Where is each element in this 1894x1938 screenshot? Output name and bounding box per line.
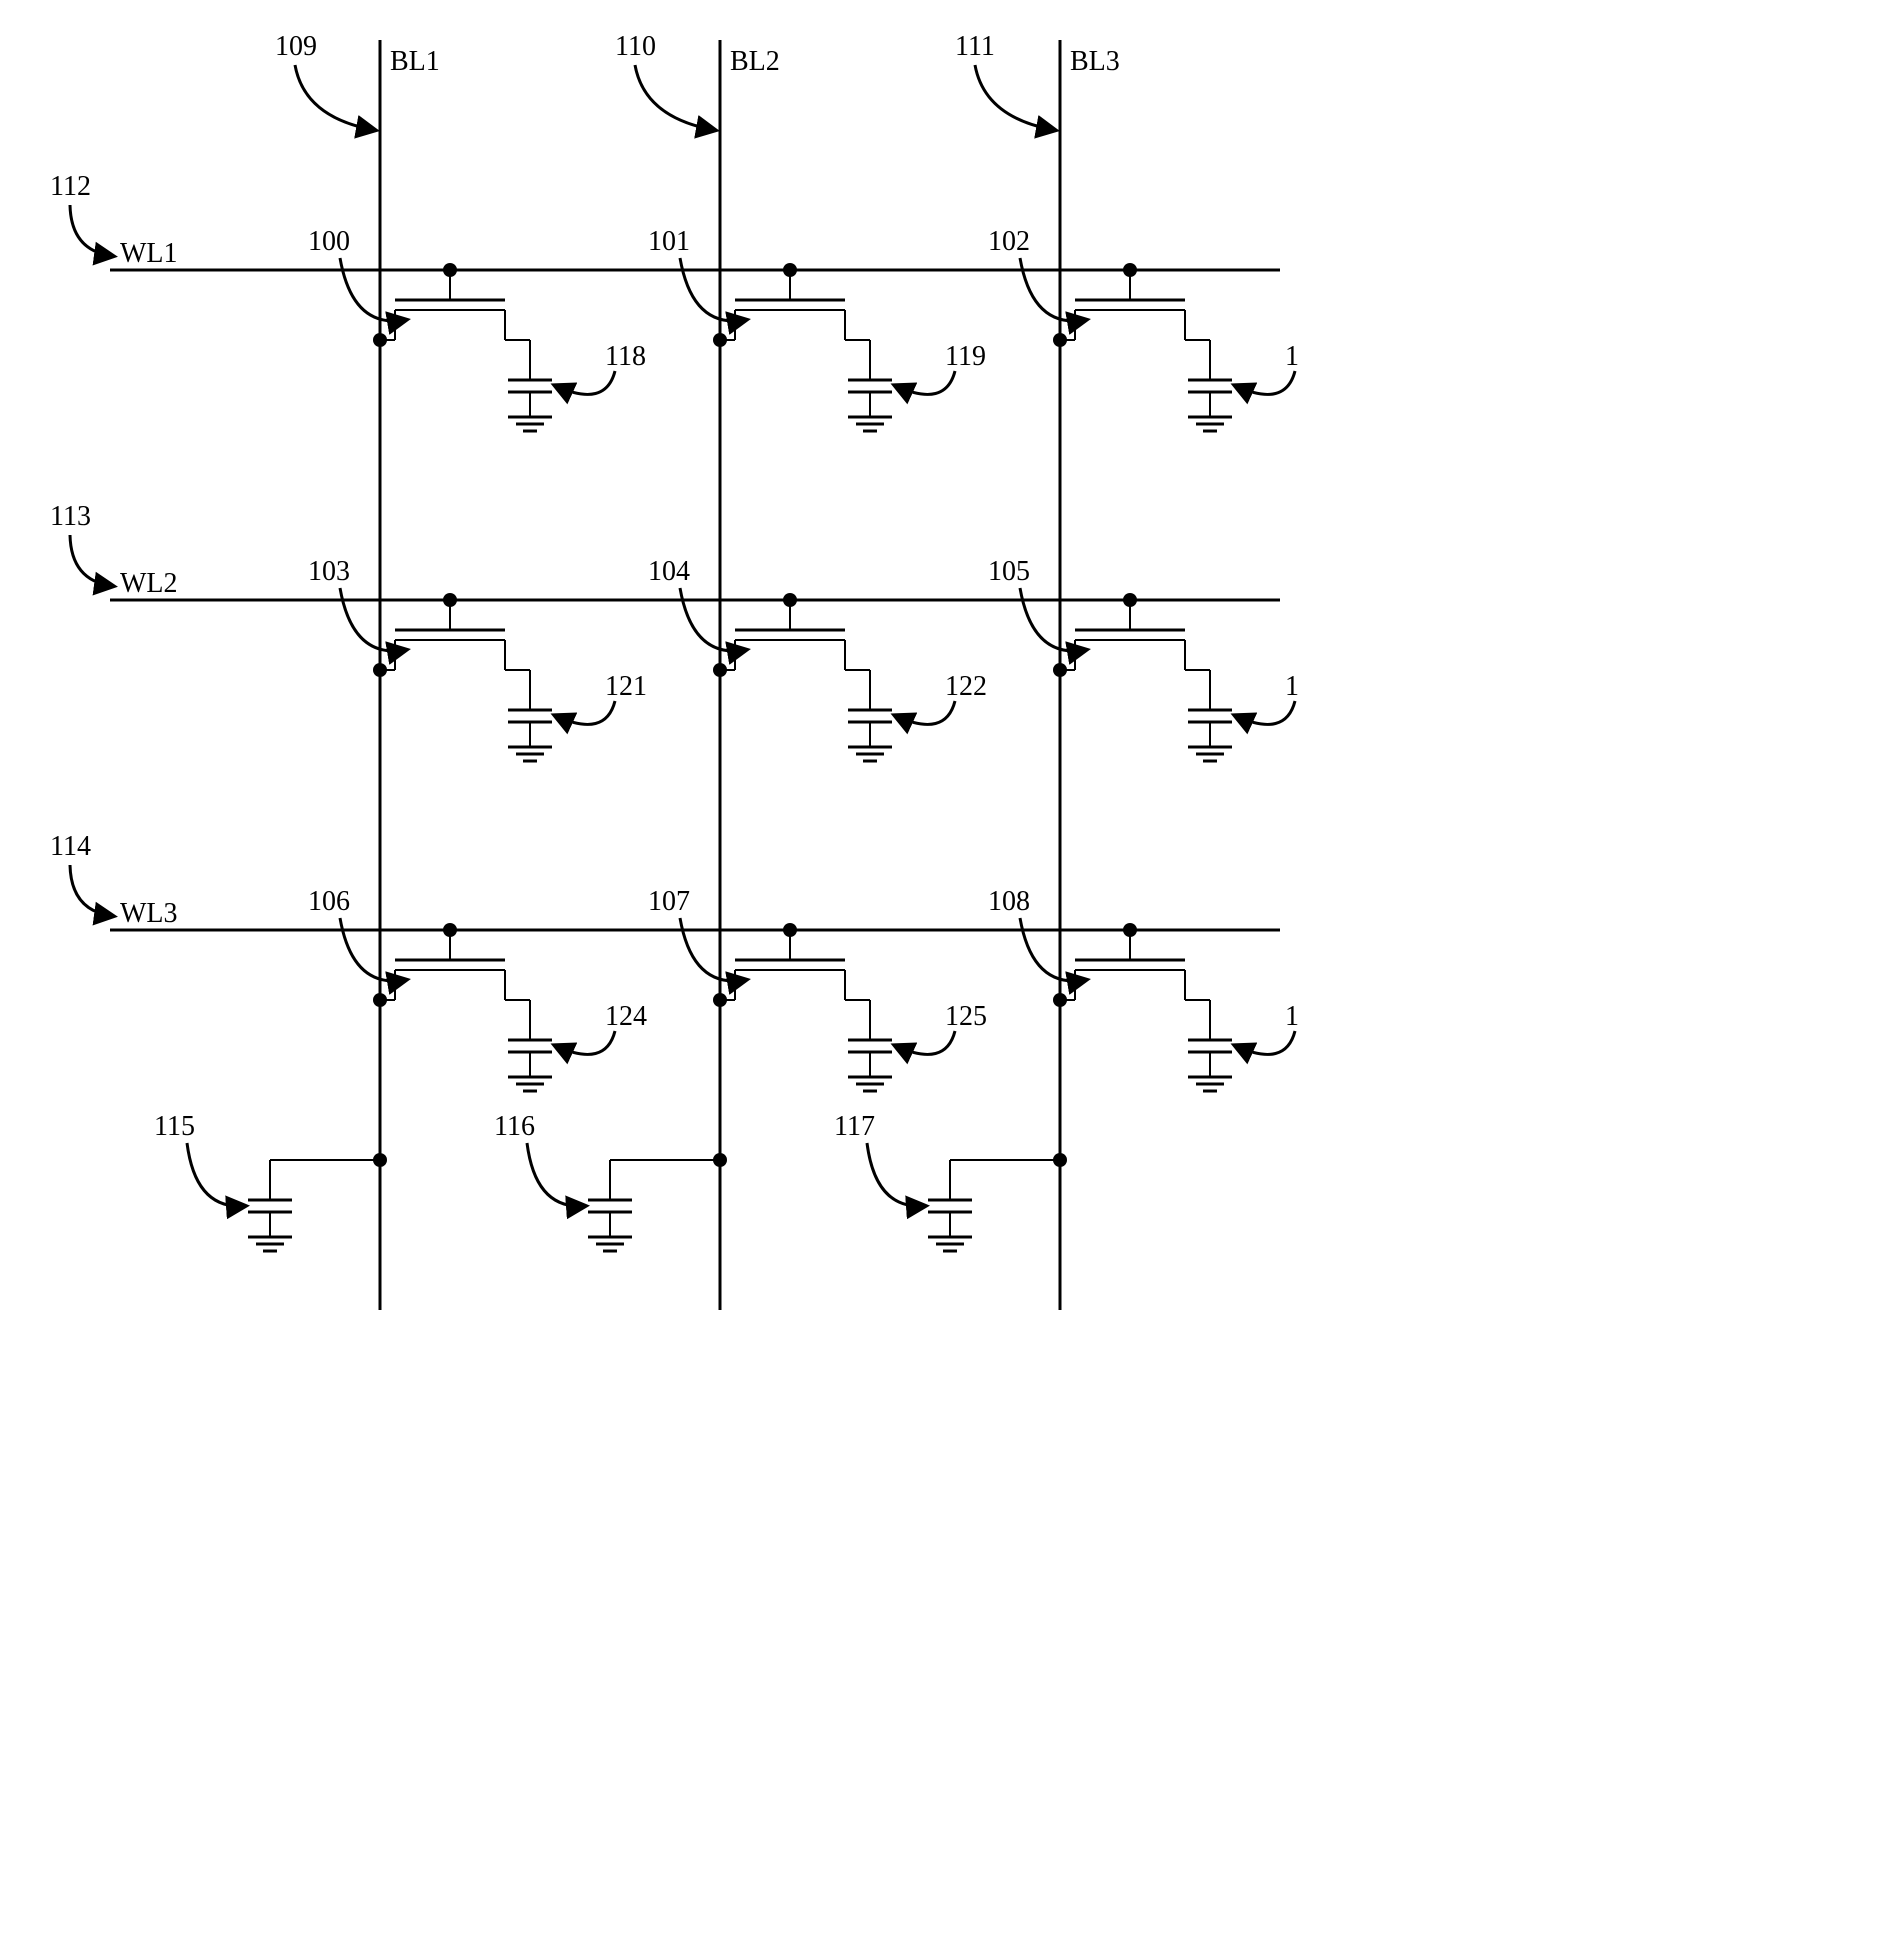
svg-text:115: 115 <box>154 1111 195 1142</box>
svg-text:120: 120 <box>1285 341 1300 372</box>
svg-text:109: 109 <box>275 31 317 62</box>
svg-text:123: 123 <box>1285 671 1300 702</box>
svg-text:103: 103 <box>308 556 350 587</box>
svg-text:104: 104 <box>648 556 690 587</box>
dram-schematic: BL1 109 BL2 110 BL3 111 WL1 112 WL2 113 WL3 114 100 1… <box>20 20 1300 1330</box>
svg-text:113: 113 <box>50 501 91 532</box>
svg-text:WL2: WL2 <box>120 568 178 599</box>
svg-text:107: 107 <box>648 886 690 917</box>
svg-text:119: 119 <box>945 341 986 372</box>
svg-text:112: 112 <box>50 171 91 202</box>
svg-text:111: 111 <box>955 31 995 62</box>
svg-text:110: 110 <box>615 31 656 62</box>
svg-text:101: 101 <box>648 226 690 257</box>
svg-text:105: 105 <box>988 556 1030 587</box>
svg-text:124: 124 <box>605 1001 647 1032</box>
svg-text:BL3: BL3 <box>1070 46 1120 77</box>
svg-text:WL3: WL3 <box>120 898 178 929</box>
svg-text:108: 108 <box>988 886 1030 917</box>
svg-text:121: 121 <box>605 671 647 702</box>
svg-text:102: 102 <box>988 226 1030 257</box>
svg-text:114: 114 <box>50 831 91 862</box>
svg-text:122: 122 <box>945 671 987 702</box>
svg-text:117: 117 <box>834 1111 875 1142</box>
svg-text:126: 126 <box>1285 1001 1300 1032</box>
svg-text:BL2: BL2 <box>730 46 780 77</box>
svg-text:118: 118 <box>605 341 646 372</box>
svg-text:100: 100 <box>308 226 350 257</box>
svg-text:116: 116 <box>494 1111 535 1142</box>
svg-text:106: 106 <box>308 886 350 917</box>
svg-text:125: 125 <box>945 1001 987 1032</box>
svg-text:BL1: BL1 <box>390 46 440 77</box>
svg-text:WL1: WL1 <box>120 238 178 269</box>
